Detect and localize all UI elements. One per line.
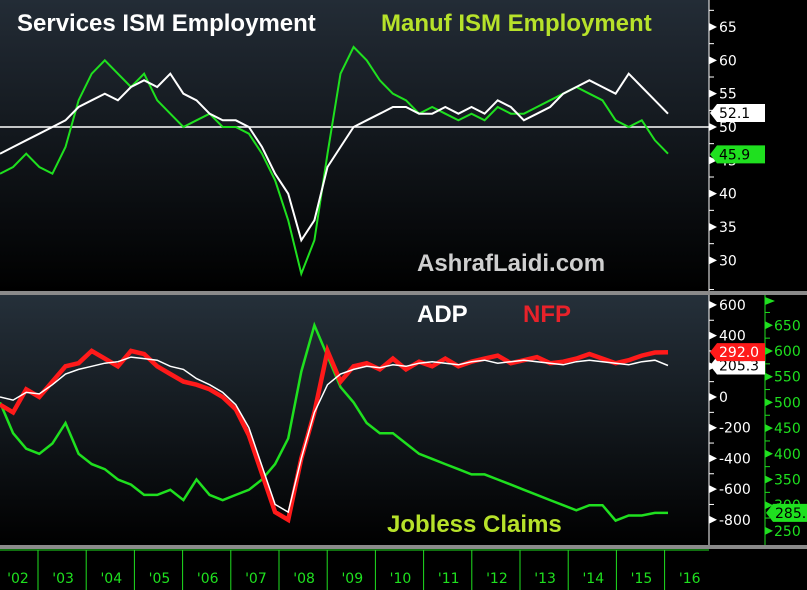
tick-icon bbox=[709, 454, 717, 463]
x-tick-label: '06 bbox=[197, 571, 219, 587]
tick-icon bbox=[765, 372, 773, 381]
tick-icon bbox=[765, 526, 773, 535]
adp-badge-value: 205.3 bbox=[719, 358, 759, 374]
tick-icon bbox=[709, 423, 717, 432]
y-left-tick-label: 0 bbox=[719, 390, 728, 406]
x-tick-label: '09 bbox=[341, 571, 363, 587]
claims-badge bbox=[766, 503, 807, 522]
nfp-label: NFP bbox=[523, 301, 571, 328]
x-tick-label: '04 bbox=[100, 571, 122, 587]
panel-separator bbox=[0, 291, 807, 295]
jobless-claims-label: Jobless Claims bbox=[387, 511, 562, 538]
tick-icon bbox=[709, 331, 717, 340]
services-ism-title: Services ISM Employment bbox=[17, 10, 316, 37]
y-right-tick-label: 600 bbox=[774, 344, 801, 360]
tick-icon bbox=[709, 300, 717, 309]
nfp-badge-value: 292.0 bbox=[719, 345, 759, 361]
x-tick-label: '07 bbox=[245, 571, 267, 587]
y-right-tick-label: 650 bbox=[774, 318, 801, 334]
adp-line bbox=[0, 356, 669, 514]
manuf-badge-value: 45.9 bbox=[719, 147, 750, 163]
y-right-tick-label: 550 bbox=[774, 370, 801, 386]
tick-icon bbox=[765, 475, 773, 484]
y-tick-label: 50 bbox=[719, 120, 737, 136]
axis-separator bbox=[0, 545, 807, 549]
x-tick-label: '15 bbox=[631, 571, 653, 587]
manuf-badge bbox=[710, 145, 765, 164]
y-tick-label: 60 bbox=[719, 53, 737, 69]
y-right-tick-label: 400 bbox=[774, 447, 801, 463]
x-tick-label: '02 bbox=[7, 571, 29, 587]
tick-icon bbox=[765, 321, 773, 330]
tick-icon bbox=[709, 56, 717, 65]
tick-icon bbox=[709, 393, 717, 401]
tick-icon bbox=[709, 223, 717, 232]
tick-icon bbox=[709, 189, 717, 198]
x-tick-label: '03 bbox=[52, 571, 74, 587]
bottom-panel-bg bbox=[0, 295, 709, 545]
x-tick-label: '16 bbox=[679, 571, 701, 587]
manuf-ism-line bbox=[0, 45, 669, 277]
claims-badge-value: 285.0 bbox=[775, 506, 807, 522]
y-right-tick-label: 500 bbox=[774, 395, 801, 411]
y-right-tick-label: 450 bbox=[774, 421, 801, 437]
y-right-tick-label: 350 bbox=[774, 473, 801, 489]
y-tick-label: 55 bbox=[719, 87, 737, 103]
tick-icon bbox=[709, 22, 717, 31]
x-tick-label: '08 bbox=[293, 571, 315, 587]
x-tick-label: '12 bbox=[486, 571, 508, 587]
y-tick-label: 65 bbox=[719, 20, 737, 36]
x-tick-label: '11 bbox=[438, 571, 460, 587]
nfp-badge bbox=[710, 343, 765, 362]
tick-icon bbox=[765, 347, 773, 355]
tick-icon bbox=[709, 485, 717, 494]
y-left-tick-label: -800 bbox=[719, 513, 751, 529]
y-left-tick-label: -200 bbox=[719, 421, 751, 437]
y-tick-label: 35 bbox=[719, 220, 737, 236]
tick-icon bbox=[765, 424, 773, 433]
x-tick-label: '05 bbox=[149, 571, 171, 587]
y-left-tick-label: -400 bbox=[719, 451, 751, 467]
y-left-tick-label: 600 bbox=[719, 298, 746, 314]
services-badge bbox=[710, 103, 765, 122]
services-badge-value: 52.1 bbox=[719, 106, 750, 122]
services-ism-line bbox=[0, 72, 669, 243]
x-tick-label: '10 bbox=[390, 571, 412, 587]
tick-icon bbox=[709, 256, 717, 265]
top-panel-bg bbox=[0, 0, 709, 291]
x-tick-label: '14 bbox=[582, 571, 604, 587]
x-tick-label: '13 bbox=[534, 571, 556, 587]
y-left-tick-label: -600 bbox=[719, 482, 751, 498]
y-tick-label: 30 bbox=[719, 253, 737, 269]
tick-icon bbox=[709, 515, 717, 524]
watermark: AshrafLaidi.com bbox=[417, 250, 606, 277]
tick-icon bbox=[765, 501, 773, 510]
tick-icon bbox=[709, 89, 717, 98]
adp-label: ADP bbox=[417, 301, 468, 328]
tick-icon bbox=[709, 123, 717, 131]
y-tick-label: 40 bbox=[719, 187, 737, 203]
tick-icon bbox=[765, 398, 773, 407]
y-left-tick-label: 400 bbox=[719, 329, 746, 345]
tick-icon bbox=[709, 156, 717, 165]
y-right-tick-label: 250 bbox=[774, 524, 801, 540]
tick-icon bbox=[765, 449, 773, 458]
manuf-ism-title: Manuf ISM Employment bbox=[381, 10, 652, 37]
